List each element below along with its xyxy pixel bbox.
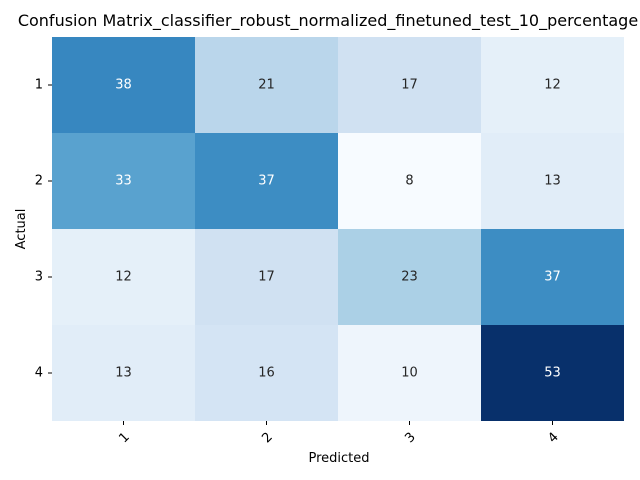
cell-value-label: 53 <box>544 366 561 381</box>
heatmap-cell-r3-c4 <box>481 229 624 325</box>
x-tick-label: 2 <box>259 430 275 446</box>
x-axis-label: Predicted <box>308 451 369 466</box>
heatmap-cells <box>52 37 624 421</box>
y-tick-label: 3 <box>35 270 43 285</box>
chart-title: Confusion Matrix_classifier_robust_norma… <box>17 11 639 30</box>
x-tick-label: 4 <box>545 430 561 446</box>
heatmap-cell-r4-c2 <box>195 325 338 421</box>
cell-annotations: 38 21 17 12 33 37 8 13 12 17 23 37 13 16 10 53 <box>115 78 561 381</box>
heatmap-cell-r4-c1 <box>52 325 195 421</box>
y-tick-label: 1 <box>35 78 43 93</box>
y-axis-label: Actual <box>14 209 29 250</box>
x-axis-ticks: 1 2 3 4 <box>116 421 562 446</box>
cell-value-label: 16 <box>258 366 275 381</box>
cell-value-label: 12 <box>544 78 561 93</box>
heatmap-cell-r3-c2 <box>195 229 338 325</box>
heatmap-cell-r3-c3 <box>338 229 481 325</box>
heatmap-cell-r4-c3 <box>338 325 481 421</box>
heatmap-cell-r1-c2 <box>195 37 338 133</box>
heatmap-cell-r2-c2 <box>195 133 338 229</box>
heatmap-cell-r2-c4 <box>481 133 624 229</box>
cell-value-label: 37 <box>544 270 561 285</box>
cell-value-label: 23 <box>401 270 418 285</box>
heatmap-cell-r4-c4 <box>481 325 624 421</box>
y-axis-ticks: 1 2 3 4 <box>35 78 52 381</box>
heatmap-cell-r1-c1 <box>52 37 195 133</box>
heatmap-cell-r1-c4 <box>481 37 624 133</box>
cell-value-label: 12 <box>115 270 132 285</box>
y-tick-label: 2 <box>35 174 43 189</box>
cell-value-label: 10 <box>401 366 418 381</box>
y-tick-label: 4 <box>35 366 43 381</box>
cell-value-label: 8 <box>405 174 413 189</box>
cell-value-label: 13 <box>115 366 132 381</box>
cell-value-label: 21 <box>258 78 275 93</box>
heatmap-cell-r2-c1 <box>52 133 195 229</box>
cell-value-label: 38 <box>115 78 132 93</box>
heatmap-cell-r3-c1 <box>52 229 195 325</box>
heatmap-cell-r2-c3 <box>338 133 481 229</box>
x-tick-label: 3 <box>402 430 418 446</box>
heatmap-cell-r1-c3 <box>338 37 481 133</box>
cell-value-label: 37 <box>258 174 275 189</box>
x-tick-label: 1 <box>116 430 132 446</box>
cell-value-label: 17 <box>401 78 418 93</box>
cell-value-label: 13 <box>544 174 561 189</box>
cell-value-label: 17 <box>258 270 275 285</box>
cell-value-label: 33 <box>115 174 132 189</box>
